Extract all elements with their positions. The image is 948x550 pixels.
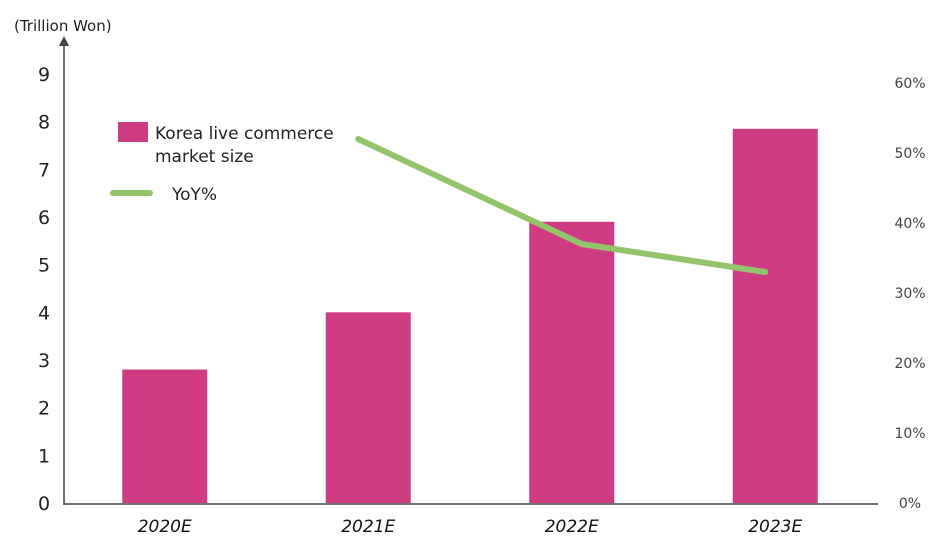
x-tick-label: 2023E [748, 517, 802, 537]
right-y-tick-label: 10% [894, 426, 925, 442]
left-y-tick-label: 3 [38, 350, 50, 372]
legend-label-bar-line1: Korea live commerce [155, 124, 334, 144]
left-y-tick-label: 9 [38, 64, 50, 86]
right-y-tick-label: 50% [894, 146, 925, 162]
left-y-axis [59, 36, 69, 505]
right-y-tick-label: 60% [894, 76, 925, 92]
left-y-tick-label: 5 [38, 255, 50, 277]
left-y-ticks: 0 1 2 3 4 5 6 7 8 9 [38, 64, 50, 515]
x-tick-label: 2020E [138, 517, 192, 537]
x-tick-label: 2022E [545, 517, 599, 537]
bars [122, 128, 818, 504]
bar-2022E [529, 221, 615, 503]
legend: Korea live commerce market size YoY% [110, 122, 334, 205]
x-ticks: 2020E 2021E 2022E 2023E [138, 517, 803, 537]
bar-2023E [732, 128, 818, 504]
legend-label-bar-line2: market size [155, 147, 254, 167]
right-y-ticks: 0% 10% 20% 30% 40% 50% 60% [894, 76, 925, 512]
right-y-tick-label: 20% [894, 356, 925, 372]
left-y-tick-label: 0 [38, 493, 50, 515]
left-y-tick-label: 8 [38, 112, 50, 134]
bar-2021E [325, 312, 411, 503]
right-y-tick-label: 0% [899, 496, 921, 512]
left-y-tick-label: 1 [38, 445, 50, 467]
x-tick-label: 2021E [341, 517, 395, 537]
legend-swatch-bar [118, 122, 148, 142]
left-y-tick-label: 6 [38, 207, 50, 229]
right-y-tick-label: 40% [894, 216, 925, 232]
bar-2020E [122, 369, 208, 503]
left-y-tick-label: 4 [38, 302, 50, 324]
left-y-tick-label: 7 [38, 159, 50, 181]
legend-label-line: YoY% [171, 185, 217, 205]
left-y-tick-label: 2 [38, 398, 50, 420]
unit-label: (Trillion Won) [14, 17, 112, 35]
right-y-tick-label: 30% [894, 286, 925, 302]
yoy-line-series [355, 136, 769, 275]
